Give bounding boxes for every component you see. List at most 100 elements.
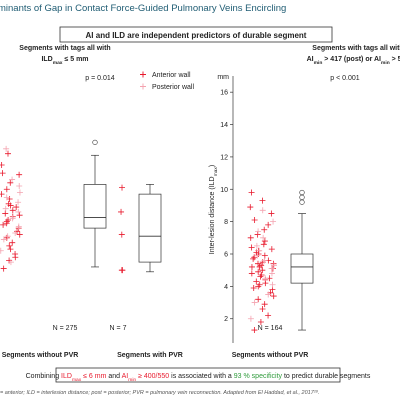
- text-part: > 417 (post) or AI: [322, 56, 381, 63]
- data-point: [0, 162, 5, 168]
- n-label: N = 7: [110, 325, 127, 332]
- panel-subtitle: Segments with tags all with: [312, 45, 400, 52]
- text-part: ILD: [41, 56, 52, 63]
- data-point: [2, 210, 9, 217]
- data-point: [256, 281, 263, 288]
- data-point: [9, 215, 16, 222]
- text-part: 93 % specificity: [234, 373, 283, 380]
- text-part: ): [209, 165, 216, 167]
- data-point: [254, 252, 261, 259]
- data-point: [268, 246, 275, 253]
- data-point: [15, 223, 22, 230]
- data-point: [248, 263, 255, 270]
- data-point: [253, 242, 260, 249]
- text-part: and: [106, 373, 121, 380]
- data-point: [251, 299, 258, 306]
- data-point: [118, 231, 125, 238]
- data-point: [3, 145, 10, 152]
- x-category-label: Segments with PVR: [117, 352, 183, 359]
- text-part: > 550: [390, 56, 400, 63]
- data-point: [256, 247, 263, 254]
- data-point: [0, 191, 5, 198]
- text-part: Inter-lesion distance (ILD: [209, 176, 216, 254]
- panel-subtitle: AImin > 417 (post) or AImin > 550: [307, 56, 400, 66]
- data-point: [261, 301, 268, 308]
- legend-marker: [140, 71, 146, 78]
- data-point: [9, 176, 16, 183]
- data-point: [247, 204, 254, 211]
- data-point: [3, 186, 10, 193]
- text-part: max: [72, 378, 82, 383]
- text-part: ILD: [61, 373, 72, 380]
- y-unit: mm: [217, 74, 229, 81]
- n-label: N = 275: [53, 325, 78, 332]
- data-point: [253, 278, 260, 285]
- data-point: [269, 281, 276, 288]
- data-point: [247, 234, 254, 241]
- data-point: [7, 259, 14, 266]
- y-tick-label: 2: [224, 316, 228, 323]
- text-part: max: [214, 167, 219, 177]
- text-part: min: [314, 60, 323, 66]
- data-point: [254, 260, 261, 267]
- data-point: [260, 234, 267, 241]
- data-point: [248, 270, 255, 277]
- text-part: ≤ 6 mm: [81, 373, 106, 380]
- data-point: [258, 262, 265, 269]
- data-point: [0, 247, 4, 254]
- data-point: [257, 318, 264, 325]
- legend-marker: [140, 83, 146, 90]
- data-point: [248, 244, 255, 251]
- banner: AI and ILD are independent predictors of…: [86, 31, 307, 40]
- data-point: [0, 170, 6, 177]
- footnote: = anterior; ILD = interlesion distance; …: [0, 389, 320, 396]
- data-point: [255, 268, 262, 275]
- text-part: ≤ 5 mm: [63, 56, 89, 63]
- data-point: [7, 246, 14, 253]
- legend-label: Anterior wall: [152, 72, 191, 79]
- data-point: [250, 284, 257, 291]
- y-tick-label: 8: [224, 219, 228, 226]
- text-part: min: [128, 377, 136, 383]
- legend-label: Posterior wall: [152, 84, 194, 91]
- outlier: [299, 199, 305, 205]
- data-point: [119, 184, 126, 191]
- data-point: [4, 150, 11, 157]
- data-point: [9, 207, 16, 214]
- data-point: [16, 189, 23, 196]
- data-point: [265, 221, 272, 228]
- data-point: [251, 254, 258, 261]
- data-point: [251, 327, 258, 334]
- data-point: [261, 257, 268, 264]
- y-tick-label: 16: [220, 90, 228, 97]
- data-point: [251, 217, 258, 224]
- data-point: [0, 221, 7, 228]
- data-point: [3, 220, 10, 227]
- data-point: [256, 263, 263, 270]
- data-point: [254, 231, 261, 238]
- data-point: [6, 195, 13, 202]
- data-point: [255, 228, 262, 235]
- y-axis-label: Inter-lesion distance (ILDmax): [209, 165, 219, 254]
- data-point: [265, 312, 272, 319]
- y-tick-label: 4: [224, 284, 228, 291]
- data-point: [255, 296, 262, 303]
- y-tick-label: 10: [220, 187, 228, 194]
- data-point: [259, 197, 266, 204]
- outlier: [299, 189, 305, 196]
- panel-subtitle: Segments with tags all with: [19, 45, 110, 52]
- banner-box: [59, 26, 333, 43]
- data-point: [270, 293, 277, 300]
- data-point: [259, 306, 266, 313]
- p-value: p = 0.014: [85, 75, 114, 82]
- text-part: min: [381, 60, 390, 66]
- conclusion: Combining ILDmax ≤ 6 mm and AImin ≥ 400/…: [26, 373, 371, 383]
- data-point: [7, 179, 14, 186]
- data-point: [248, 189, 255, 196]
- data-point: [16, 212, 23, 219]
- data-point: [0, 236, 7, 243]
- box: [138, 193, 162, 263]
- outlier: [299, 194, 305, 200]
- y-tick-label: 6: [224, 252, 228, 259]
